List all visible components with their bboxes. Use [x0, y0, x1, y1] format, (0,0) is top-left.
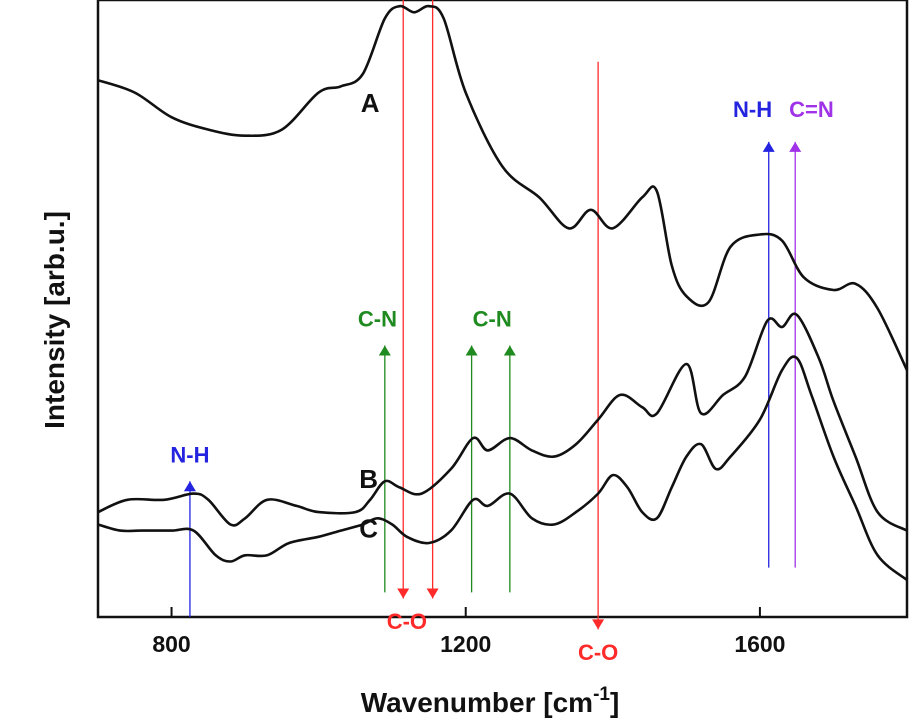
y-axis-title: Intensity [arb.u.]	[39, 211, 70, 429]
arrow-head	[762, 141, 775, 152]
annotation-arrow-6	[465, 345, 478, 593]
x-tick-label-800: 800	[152, 631, 190, 657]
annotation-label-8: N-H	[733, 97, 772, 122]
arrow-head	[465, 345, 478, 356]
annotation-arrow-8: N-H	[733, 97, 775, 568]
series-label-A: A	[361, 88, 380, 118]
annotation-arrow-5: C-N	[358, 307, 397, 593]
x-axis-title: Wavenumber [cm-1]	[361, 684, 620, 718]
annotation-arrow-4: N-H	[170, 442, 209, 617]
x-tick-label-1600: 1600	[734, 631, 785, 657]
x-axis-title-superscript: -1	[593, 684, 610, 705]
series-label-B: B	[359, 464, 378, 494]
x-axis-title-end: ]	[610, 687, 619, 718]
annotations: C-O C-O N-H C-N C-N N-H C=N	[170, 0, 834, 665]
arrow-head	[183, 481, 196, 492]
x-axis-ticks: 800 1200 1600	[152, 607, 785, 657]
annotation-label-3: C-O	[578, 640, 618, 665]
annotation-arrow-2	[426, 0, 439, 599]
x-tick-label-1200: 1200	[440, 631, 491, 657]
arrow-head	[397, 588, 410, 599]
annotation-label-7: C-N	[473, 307, 512, 332]
arrow-head	[789, 141, 802, 152]
annotation-label-9: C=N	[789, 97, 834, 122]
series-line-B	[97, 312, 908, 532]
annotation-arrow-7: C-N	[473, 307, 516, 593]
series-line-A	[97, 4, 909, 371]
annotation-label-1: C-O	[387, 609, 427, 634]
annotation-label-4: N-H	[170, 442, 209, 467]
arrow-head	[592, 619, 605, 630]
arrow-head	[426, 588, 439, 599]
annotation-label-5: C-N	[358, 307, 397, 332]
arrow-head	[503, 345, 516, 356]
arrow-head	[378, 345, 391, 356]
annotation-arrow-9: C=N	[789, 97, 834, 568]
plot-frame	[96, 0, 909, 619]
annotation-arrow-3: C-O	[578, 61, 618, 665]
series-lines	[97, 4, 909, 582]
series-line-C	[97, 355, 908, 582]
series-label-C: C	[359, 513, 378, 543]
series-labels: A BC	[359, 88, 379, 544]
